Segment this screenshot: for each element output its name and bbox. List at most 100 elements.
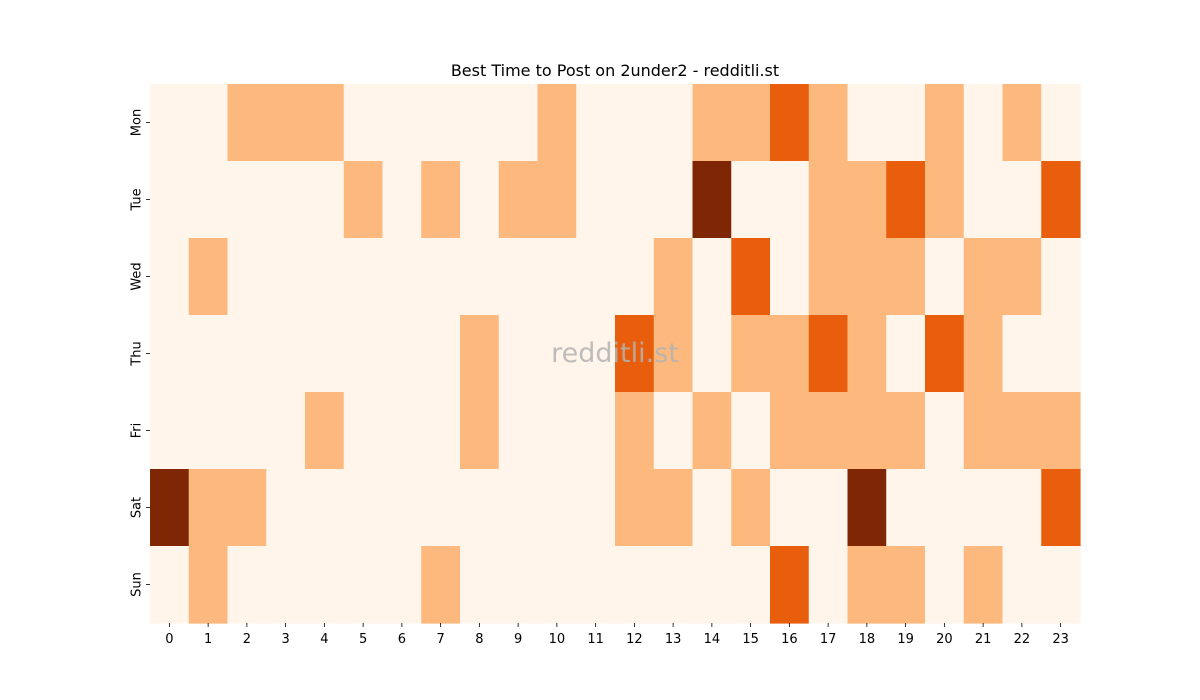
- heatmap-cell-mon-5: [343, 84, 384, 162]
- heatmap-cell-sun-7: [421, 546, 461, 624]
- heatmap-cell-tue-1: [188, 161, 229, 239]
- x-axis: 0 1 2 3 4 5 6 7 8 9 10 11 12 13 14 15 16 17 18 19 20 21 22 23: [165, 623, 1069, 647]
- heatmap-cell-sat-18: [847, 469, 887, 547]
- heatmap-cell-wed-10: [537, 238, 577, 316]
- y-tick-label: Sun: [130, 572, 145, 597]
- heatmap-cell-fri-11: [576, 392, 616, 470]
- heatmap-cell-thu-17: [808, 315, 849, 393]
- heatmap-cell-fri-10: [537, 392, 577, 470]
- heatmap-cell-thu-6: [382, 315, 422, 393]
- heatmap-cell-wed-18: [847, 238, 887, 316]
- heatmap-cell-sat-9: [498, 469, 539, 547]
- heatmap-cell-wed-0: [150, 238, 190, 316]
- heatmap-cell-tue-7: [421, 161, 461, 239]
- heatmap-cell-wed-5: [343, 238, 384, 316]
- heatmap-cell-mon-11: [576, 84, 616, 162]
- heatmap-cell-wed-20: [925, 238, 965, 316]
- heatmap-cell-sat-13: [653, 469, 694, 547]
- x-tick-label: 22: [1014, 632, 1031, 647]
- heatmap-cell-tue-21: [963, 161, 1004, 239]
- x-tick-label: 1: [204, 632, 212, 647]
- heatmap-cell-thu-9: [498, 315, 539, 393]
- heatmap-cell-sat-15: [731, 469, 771, 547]
- heatmap-cell-tue-9: [498, 161, 539, 239]
- heatmap-cell-mon-20: [925, 84, 965, 162]
- x-tick-label: 8: [475, 632, 483, 647]
- heatmap-cell-sat-12: [615, 469, 655, 547]
- heatmap-cell-thu-18: [847, 315, 887, 393]
- heatmap-cell-tue-6: [382, 161, 422, 239]
- x-tick-label: 5: [359, 632, 367, 647]
- heatmap-cell-tue-19: [886, 161, 926, 239]
- heatmap-cells: [150, 84, 1081, 624]
- heatmap-cell-fri-18: [847, 392, 887, 470]
- x-tick-label: 15: [742, 632, 759, 647]
- heatmap-cell-sat-11: [576, 469, 616, 547]
- heatmap-cell-wed-21: [963, 238, 1004, 316]
- x-tick-label: 13: [665, 632, 682, 647]
- heatmap-cell-tue-5: [343, 161, 384, 239]
- heatmap-cell-thu-13: [653, 315, 694, 393]
- heatmap-cell-tue-14: [692, 161, 732, 239]
- heatmap-cell-fri-21: [963, 392, 1004, 470]
- heatmap-cell-sat-7: [421, 469, 461, 547]
- heatmap-cell-mon-18: [847, 84, 887, 162]
- heatmap-cell-wed-11: [576, 238, 616, 316]
- heatmap-cell-thu-10: [537, 315, 577, 393]
- heatmap-cell-mon-21: [963, 84, 1004, 162]
- heatmap-cell-wed-15: [731, 238, 771, 316]
- heatmap-cell-fri-19: [886, 392, 926, 470]
- heatmap-cell-wed-19: [886, 238, 926, 316]
- heatmap-cell-mon-15: [731, 84, 771, 162]
- heatmap-cell-mon-17: [808, 84, 849, 162]
- heatmap-cell-wed-7: [421, 238, 461, 316]
- heatmap-cell-wed-8: [460, 238, 500, 316]
- heatmap-cell-sun-5: [343, 546, 384, 624]
- heatmap-cell-sat-22: [1002, 469, 1042, 547]
- x-tick-label: 18: [859, 632, 876, 647]
- heatmap-cell-sat-4: [305, 469, 345, 547]
- x-tick-label: 17: [820, 632, 837, 647]
- heatmap-cell-mon-6: [382, 84, 422, 162]
- y-tick-label: Mon: [130, 109, 145, 136]
- x-tick-label: 21: [975, 632, 992, 647]
- heatmap-cell-wed-22: [1002, 238, 1042, 316]
- y-tick-label: Wed: [130, 262, 145, 290]
- heatmap-cell-tue-12: [615, 161, 655, 239]
- heatmap-cell-fri-4: [305, 392, 345, 470]
- x-tick-label: 19: [897, 632, 914, 647]
- heatmap-cell-thu-16: [770, 315, 810, 393]
- heatmap-cell-mon-22: [1002, 84, 1042, 162]
- heatmap-cell-thu-15: [731, 315, 771, 393]
- heatmap-cell-fri-23: [1041, 392, 1081, 470]
- y-tick-label: Tue: [130, 188, 145, 211]
- x-tick-label: 12: [626, 632, 643, 647]
- x-tick-label: 23: [1052, 632, 1069, 647]
- heatmap-cell-thu-1: [188, 315, 229, 393]
- heatmap-cell-sun-19: [886, 546, 926, 624]
- x-tick-label: 4: [320, 632, 328, 647]
- y-axis: Mon Tue Wed Thu Fri Sat Sun: [130, 109, 150, 597]
- heatmap-cell-fri-15: [731, 392, 771, 470]
- heatmap-cell-mon-10: [537, 84, 577, 162]
- heatmap-cell-mon-19: [886, 84, 926, 162]
- heatmap-cell-wed-12: [615, 238, 655, 316]
- heatmap-cell-thu-5: [343, 315, 384, 393]
- heatmap-cell-sun-9: [498, 546, 539, 624]
- heatmap-cell-fri-13: [653, 392, 694, 470]
- heatmap-cell-sat-10: [537, 469, 577, 547]
- y-tick-label: Fri: [130, 423, 145, 439]
- heatmap-cell-sun-0: [150, 546, 190, 624]
- heatmap-cell-sun-3: [266, 546, 306, 624]
- heatmap-cell-thu-2: [227, 315, 267, 393]
- heatmap-cell-mon-3: [266, 84, 306, 162]
- heatmap-cell-mon-0: [150, 84, 190, 162]
- heatmap-cell-sat-14: [692, 469, 732, 547]
- heatmap-cell-tue-8: [460, 161, 500, 239]
- heatmap-cell-wed-13: [653, 238, 694, 316]
- heatmap-cell-tue-0: [150, 161, 190, 239]
- x-tick-label: 16: [781, 632, 798, 647]
- heatmap-cell-sat-0: [150, 469, 190, 547]
- heatmap-cell-sun-20: [925, 546, 965, 624]
